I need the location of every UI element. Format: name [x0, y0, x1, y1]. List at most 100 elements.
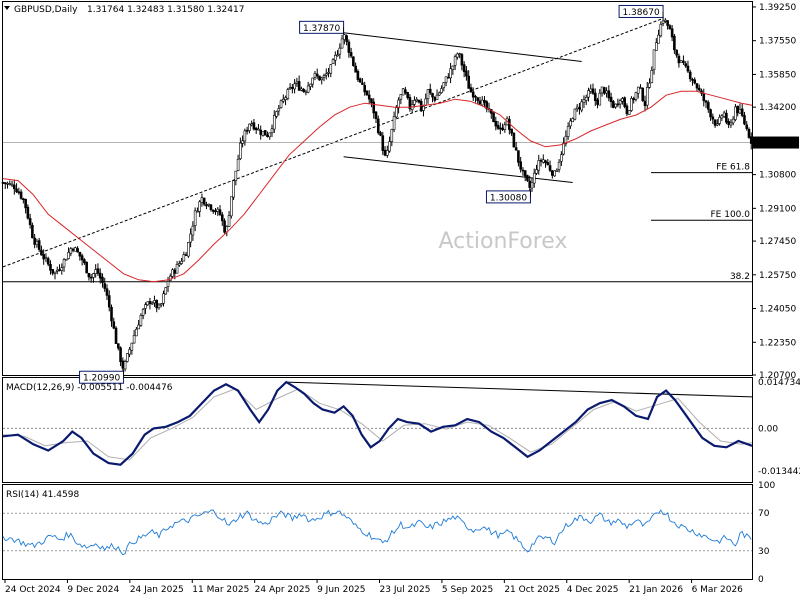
candle-body — [352, 56, 355, 66]
candle-body — [53, 271, 57, 274]
last-price-box — [753, 136, 799, 149]
candle-body — [729, 122, 733, 126]
candle-body — [478, 100, 482, 105]
candle-body — [291, 86, 294, 89]
candle-body — [62, 259, 66, 268]
candle-body — [309, 83, 312, 87]
candle-body — [230, 196, 233, 217]
candle-body — [727, 121, 730, 125]
candle-body — [587, 90, 590, 98]
candle-body — [98, 272, 102, 279]
y-tick-label: 1.22350 — [759, 338, 796, 348]
candle-body — [424, 98, 428, 106]
candle-body — [388, 141, 391, 152]
candle-body — [137, 324, 140, 330]
candle-body — [139, 315, 143, 326]
macd-y-tick-label: 0.00 — [758, 424, 778, 434]
macd-signal-line — [2, 388, 753, 461]
candle-body — [279, 100, 283, 108]
x-tick-label: 21 Oct 2025 — [504, 585, 560, 595]
candle-body — [512, 132, 516, 148]
candle-body — [392, 116, 396, 130]
candle-body — [103, 283, 107, 289]
candle-body — [688, 71, 692, 80]
candle-body — [557, 161, 561, 170]
candle-body — [259, 129, 263, 135]
candle-body — [33, 237, 36, 245]
candle-body — [51, 269, 55, 274]
candle-body — [180, 261, 183, 264]
candle-body — [148, 301, 152, 304]
candle-body — [306, 85, 310, 93]
candle-body — [159, 303, 163, 306]
candle-body — [270, 128, 274, 134]
y-tick-label: 1.39250 — [759, 3, 796, 13]
candle-body — [580, 101, 584, 111]
candle-body — [541, 159, 545, 163]
x-tick-label: 23 Jul 2025 — [380, 585, 431, 595]
candle-body — [92, 273, 95, 278]
candle-body — [422, 106, 425, 111]
y-tick-label: 1.35850 — [759, 70, 796, 80]
candle-body — [198, 201, 201, 212]
candle-body — [218, 209, 222, 215]
candle-body — [295, 81, 299, 84]
candle-body — [535, 169, 538, 174]
candle-body — [740, 108, 744, 116]
candle-body — [616, 103, 620, 106]
candle-body — [503, 124, 507, 130]
candle-body — [469, 87, 473, 93]
candle-body — [304, 91, 308, 93]
candle-body — [263, 130, 267, 136]
candle-body — [227, 215, 231, 227]
candle-body — [243, 130, 247, 142]
candle-body — [257, 128, 260, 131]
candle-body — [327, 71, 330, 74]
candle-body — [632, 98, 635, 101]
candle-body — [80, 255, 84, 261]
candle-body — [636, 86, 640, 94]
candle-body — [713, 119, 717, 126]
candle-body — [187, 242, 190, 257]
candle-body — [627, 110, 631, 115]
candle-body — [320, 77, 324, 81]
macd-y-tick-label: -0.013442 — [758, 467, 800, 477]
candle-body — [293, 83, 296, 90]
candle-body — [13, 184, 16, 190]
candle-body — [132, 335, 136, 344]
candle-body — [282, 98, 285, 102]
macd-title: MACD(12,26,9) -0.005511 -0.004476 — [6, 383, 173, 393]
macd-layer — [2, 380, 753, 466]
candle-body — [340, 38, 344, 49]
candle-body — [661, 20, 665, 24]
candle-body — [582, 99, 586, 103]
candle-body — [625, 105, 629, 115]
candle-body — [153, 300, 156, 304]
candle-body — [31, 224, 34, 239]
candle-body — [313, 73, 317, 78]
candle-body — [447, 76, 450, 79]
candle-body — [390, 129, 394, 142]
candle-body — [492, 112, 495, 123]
candle-body — [40, 249, 43, 256]
candle-body — [155, 299, 159, 309]
candle-body — [367, 94, 371, 100]
candle-body — [560, 154, 563, 162]
candle-body — [44, 257, 48, 259]
candle-body — [35, 241, 39, 246]
candle-body — [691, 79, 694, 81]
candle-body — [223, 220, 226, 233]
candle-body — [19, 191, 23, 199]
candle-body — [444, 76, 448, 83]
candle-body — [725, 112, 728, 123]
candle-body — [460, 54, 464, 66]
candle-body — [130, 342, 134, 351]
candle-body — [695, 83, 699, 89]
candle-body — [614, 103, 617, 108]
candle-body — [345, 35, 348, 42]
candle-body — [514, 147, 518, 151]
candle-body — [451, 65, 455, 70]
candle-body — [128, 349, 131, 355]
candle-body — [78, 251, 82, 257]
